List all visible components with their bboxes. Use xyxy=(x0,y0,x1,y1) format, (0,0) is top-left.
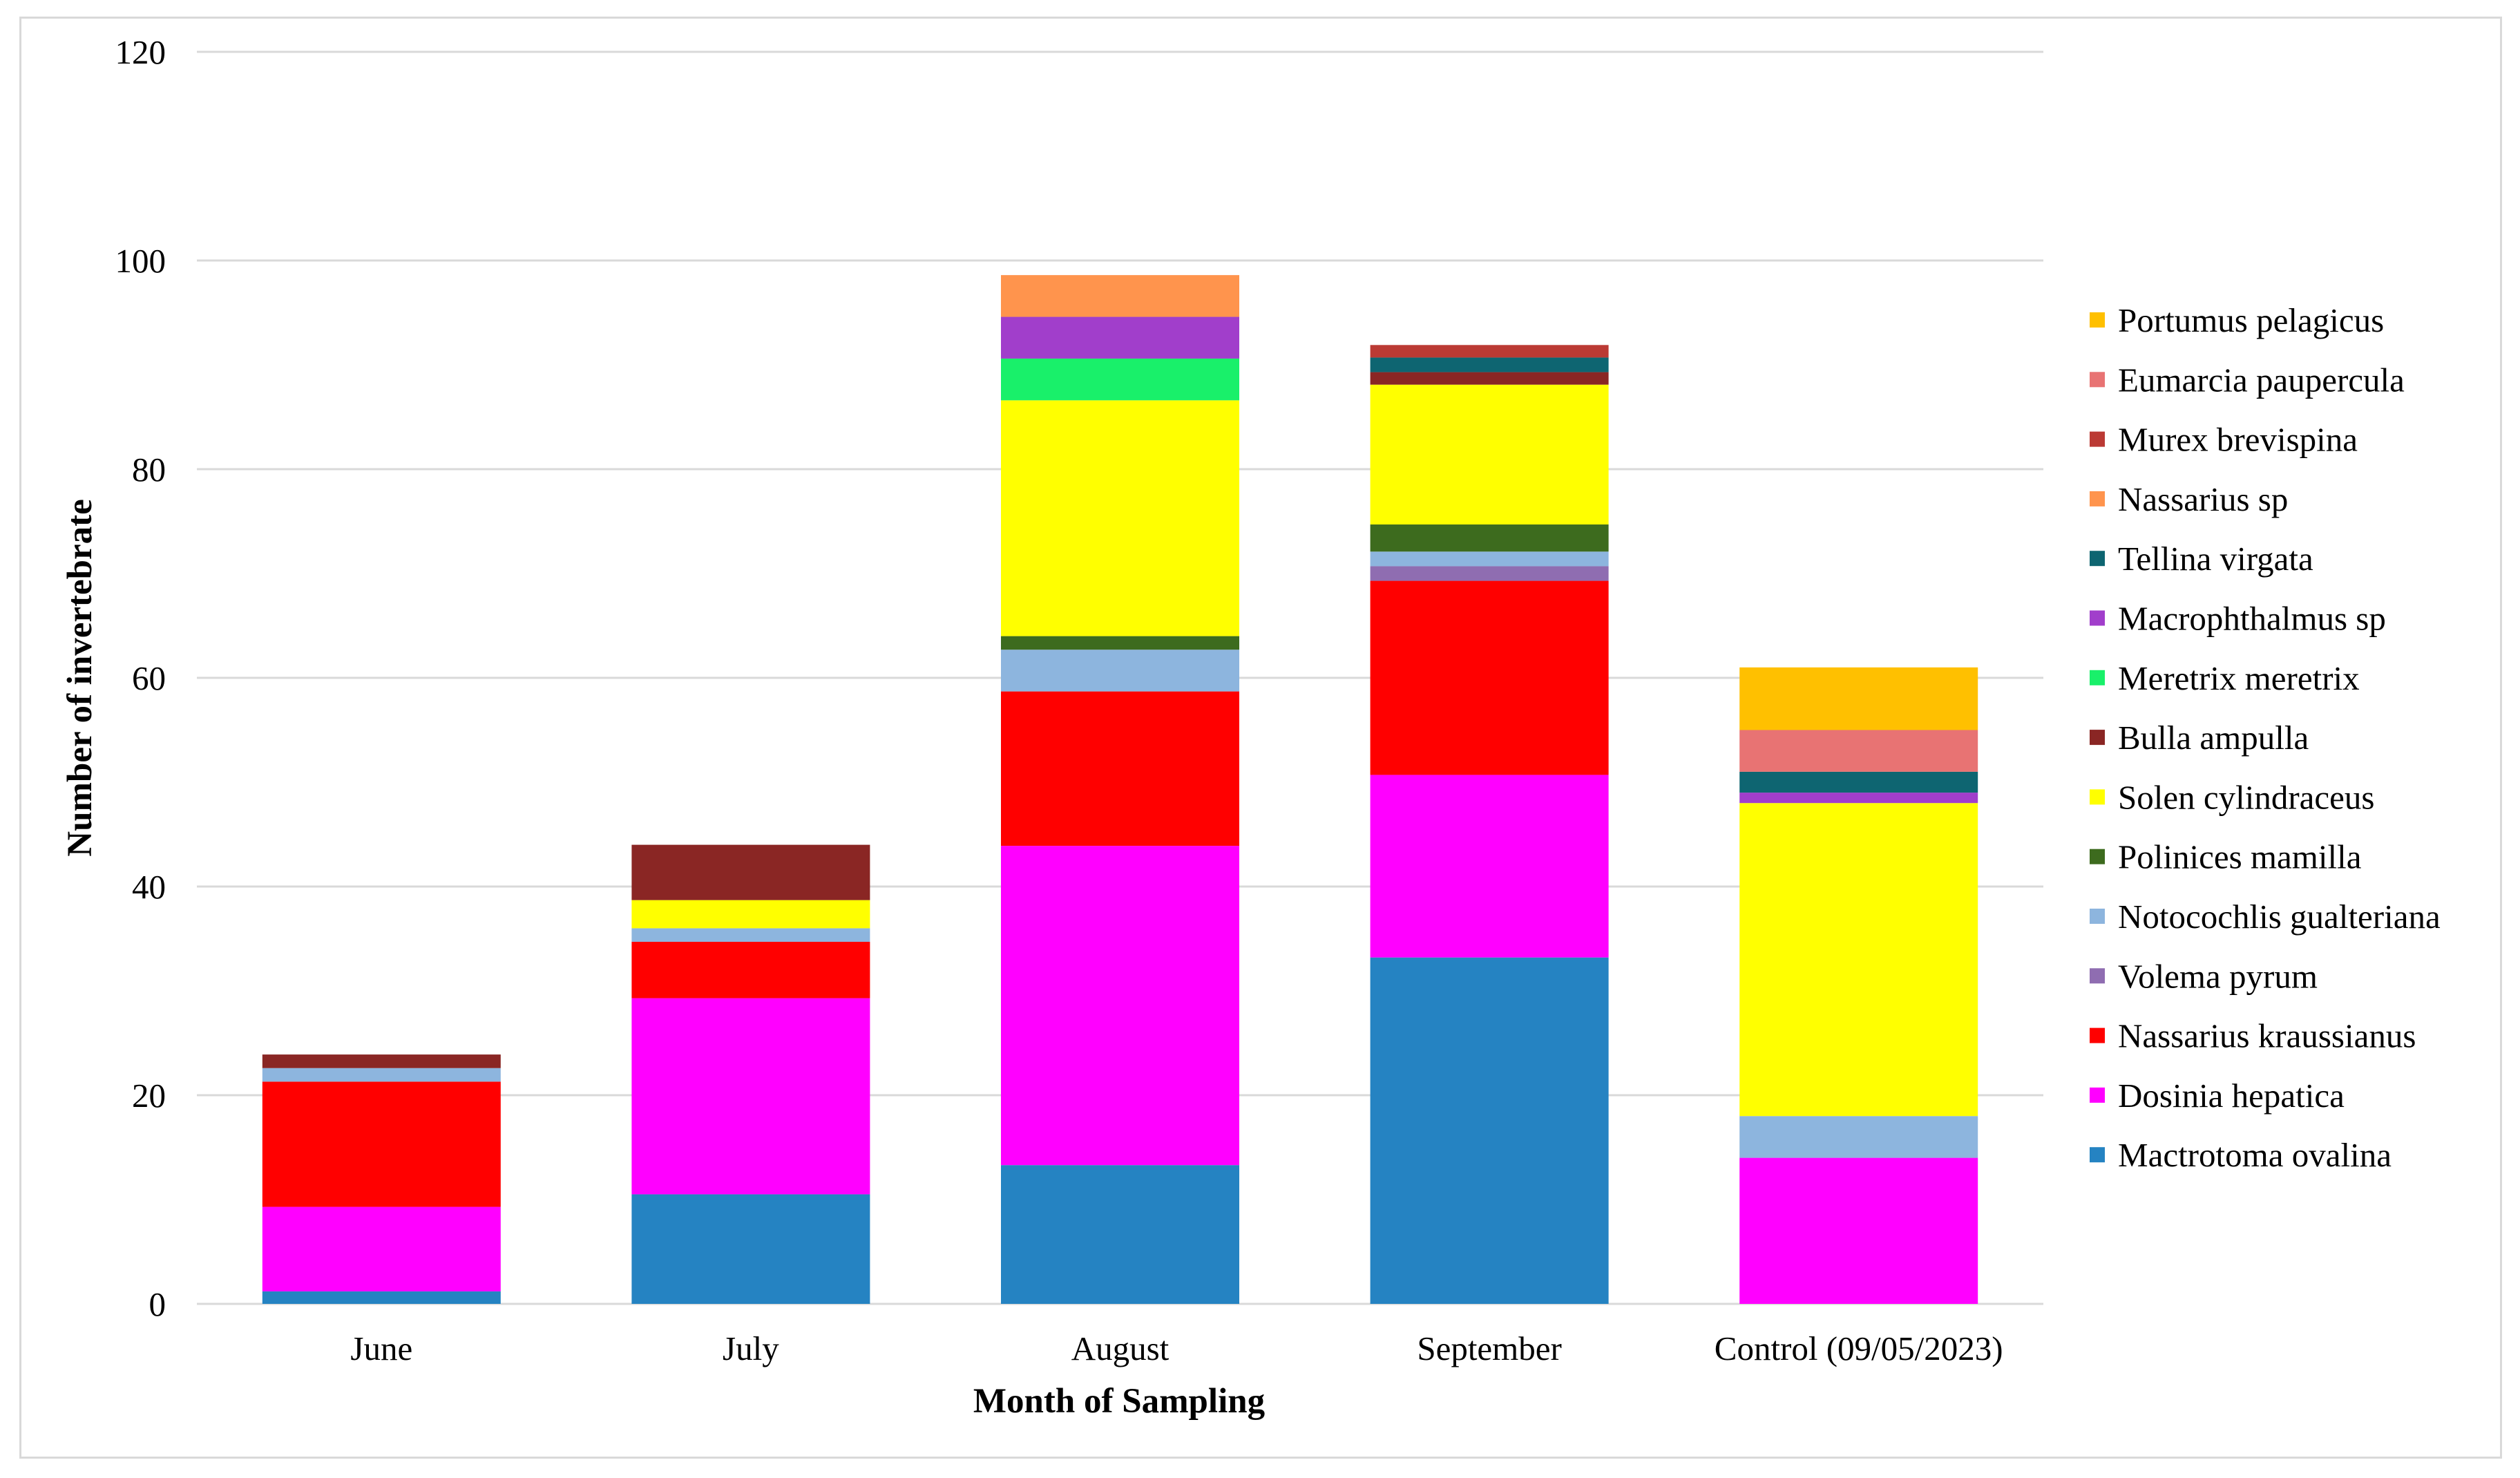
y-tick-label: 80 xyxy=(132,451,166,489)
bar-segment-macrophthalmus-sp-control-09-05-2023- xyxy=(1739,793,1978,804)
bar-segment-dosinia-hepatica-june xyxy=(262,1206,501,1291)
bar-segment-nassarius-kraussianus-july xyxy=(631,942,870,998)
x-axis-title: Month of Sampling xyxy=(973,1382,1265,1421)
bar-segment-bulla-ampulla-june xyxy=(262,1054,501,1068)
y-tick-label: 20 xyxy=(132,1077,166,1115)
bar-segment-solen-cylindraceus-september xyxy=(1370,384,1609,525)
legend-label: Mactrotoma ovalina xyxy=(2118,1136,2392,1174)
bar-segment-portumus-pelagicus-control-09-05-2023- xyxy=(1739,667,1978,730)
bar-segment-notocochlis-gualteriana-september xyxy=(1370,551,1609,567)
bar-segment-meretrix-meretrix-august xyxy=(1001,358,1239,401)
legend-label: Tellina virgata xyxy=(2118,540,2313,578)
x-tick-label: September xyxy=(1417,1329,1562,1367)
bar-segment-polinices-mamilla-august xyxy=(1001,636,1239,650)
bar-segment-dosinia-hepatica-july xyxy=(631,998,870,1195)
bar-segment-eumarcia-paupercula-control-09-05-2023- xyxy=(1739,730,1978,772)
bar-segment-dosinia-hepatica-september xyxy=(1370,775,1609,958)
bars xyxy=(262,275,1978,1304)
bar-segment-tellina-virgata-september xyxy=(1370,357,1609,372)
legend-swatch xyxy=(2090,372,2105,388)
legend-label: Bulla ampulla xyxy=(2118,719,2309,757)
legend-label: Polinices mamilla xyxy=(2118,838,2362,876)
legend-label: Murex brevispina xyxy=(2118,421,2358,459)
legend-swatch xyxy=(2090,789,2105,805)
x-tick-label: July xyxy=(723,1329,779,1367)
bar-segment-solen-cylindraceus-july xyxy=(631,900,870,929)
y-tick-label: 0 xyxy=(149,1285,166,1323)
legend-label: Nassarius kraussianus xyxy=(2118,1017,2416,1055)
bar-segment-mactrotoma-ovalina-august xyxy=(1001,1165,1239,1304)
legend-swatch xyxy=(2090,312,2105,328)
bar-segment-nassarius-kraussianus-september xyxy=(1370,580,1609,775)
legend-swatch xyxy=(2090,968,2105,984)
legend-swatch xyxy=(2090,1147,2105,1163)
legend-swatch xyxy=(2090,670,2105,685)
x-tick-label: June xyxy=(350,1329,412,1367)
x-tick-labels: June July August September Control (09/05/20… xyxy=(350,1329,2003,1367)
legend-label: Solen cylindraceus xyxy=(2118,778,2374,816)
legend-swatch xyxy=(2090,431,2105,447)
legend-label: Volema pyrum xyxy=(2118,957,2318,995)
bar-segment-tellina-virgata-control-09-05-2023- xyxy=(1739,771,1978,793)
bar-segment-dosinia-hepatica-august xyxy=(1001,846,1239,1166)
legend-swatch xyxy=(2090,610,2105,626)
y-axis-title: Number of invertebrate xyxy=(61,499,99,856)
bar-segment-nassarius-kraussianus-june xyxy=(262,1081,501,1207)
legend-label: Portumus pelagicus xyxy=(2118,301,2384,339)
bar-segment-mactrotoma-ovalina-september xyxy=(1370,957,1609,1304)
bar-segment-bulla-ampulla-september xyxy=(1370,372,1609,385)
bar-segment-notocochlis-gualteriana-control-09-05-2023- xyxy=(1739,1116,1978,1158)
bar-segment-notocochlis-gualteriana-july xyxy=(631,928,870,942)
bar-segment-nassarius-kraussianus-august xyxy=(1001,691,1239,846)
legend-label: Notocochlis gualteriana xyxy=(2118,898,2441,936)
bar-segment-notocochlis-gualteriana-august xyxy=(1001,650,1239,692)
bar-segment-murex-brevispina-september xyxy=(1370,345,1609,358)
bar-segment-solen-cylindraceus-control-09-05-2023- xyxy=(1739,803,1978,1117)
bar-segment-volema-pyrum-september xyxy=(1370,566,1609,581)
bar-segment-notocochlis-gualteriana-june xyxy=(262,1068,501,1082)
y-tick-label: 120 xyxy=(115,33,166,71)
y-tick-label: 40 xyxy=(132,868,166,906)
legend-swatch xyxy=(2090,1087,2105,1103)
x-tick-label: August xyxy=(1071,1329,1170,1367)
x-tick-label: Control (09/05/2023) xyxy=(1715,1329,2003,1367)
legend-swatch xyxy=(2090,849,2105,864)
bar-segment-mactrotoma-ovalina-june xyxy=(262,1291,501,1304)
bar-segment-bulla-ampulla-july xyxy=(631,844,870,900)
legend-label: Macrophthalmus sp xyxy=(2118,600,2386,638)
legend: Portumus pelagicus Eumarcia paupercula Mur… xyxy=(2090,301,2441,1174)
y-tick-labels: 0 20 40 60 80 100 120 xyxy=(115,33,166,1323)
legend-label: Nassarius sp xyxy=(2118,480,2288,518)
bar-segment-mactrotoma-ovalina-july xyxy=(631,1194,870,1304)
bar-segment-macrophthalmus-sp-august xyxy=(1001,316,1239,359)
legend-label: Eumarcia paupercula xyxy=(2118,361,2405,399)
bar-segment-dosinia-hepatica-control-09-05-2023- xyxy=(1739,1157,1978,1304)
legend-swatch xyxy=(2090,491,2105,506)
bar-segment-solen-cylindraceus-august xyxy=(1001,400,1239,636)
legend-label: Meretrix meretrix xyxy=(2118,659,2360,697)
bar-segment-polinices-mamilla-september xyxy=(1370,524,1609,552)
y-tick-label: 100 xyxy=(115,242,166,280)
legend-swatch xyxy=(2090,730,2105,746)
legend-swatch xyxy=(2090,551,2105,567)
legend-swatch xyxy=(2090,909,2105,924)
y-tick-label: 60 xyxy=(132,659,166,697)
legend-swatch xyxy=(2090,1027,2105,1043)
legend-label: Dosinia hepatica xyxy=(2118,1077,2345,1115)
bar-segment-nassarius-sp-august xyxy=(1001,275,1239,317)
